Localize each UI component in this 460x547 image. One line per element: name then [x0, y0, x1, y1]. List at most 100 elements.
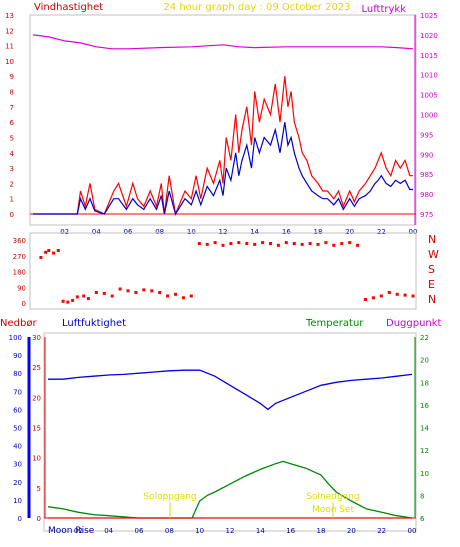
- humidity-tick: 20: [32, 394, 41, 402]
- wind-direction-point: [166, 294, 170, 298]
- wind-speed-tick: 2: [10, 180, 14, 188]
- wind-direction-point: [276, 243, 280, 247]
- wind-hour-tick: 22: [377, 228, 386, 236]
- wind-direction-point: [52, 251, 56, 255]
- wind-hour-tick: 20: [345, 228, 354, 236]
- wind-hour-tick: 08: [155, 228, 164, 236]
- wind-direction-point: [356, 243, 360, 247]
- humidity-line: [48, 369, 413, 411]
- wind-panel-border: [29, 14, 417, 226]
- pressure-tick: 980: [420, 191, 433, 199]
- lower-hour-tick: 16: [286, 527, 295, 535]
- wind-speed-tick: 1: [10, 196, 14, 204]
- precipitation-tick: 0: [18, 515, 22, 523]
- wind-speed-tick: 4: [10, 150, 15, 158]
- wind-direction-point: [126, 289, 130, 293]
- direction-degree-ticks: 0 90 180 270 360: [13, 237, 26, 308]
- humidity-tick: 25: [32, 364, 41, 372]
- wind-direction-point: [118, 287, 122, 291]
- wind-direction-point: [316, 242, 320, 246]
- wind-direction-point: [364, 298, 367, 301]
- humidity-ticks: 0 5 10 15 20 25 30: [32, 334, 41, 523]
- moon-set-label: Moon Set: [312, 505, 355, 515]
- wind-direction-point: [86, 297, 90, 301]
- wind-direction-point: [292, 242, 296, 245]
- temperature-ticks: 6 8 10 12 14 16 18 20 22: [420, 334, 429, 523]
- lower-hour-tick: 02: [74, 527, 83, 535]
- wind-direction-point: [332, 243, 336, 247]
- wind-direction-point: [174, 292, 177, 296]
- wind-direction-point: [229, 242, 233, 245]
- wind-direction-point: [150, 289, 154, 293]
- wind-direction-point: [340, 242, 344, 245]
- precipitation-tick: 40: [13, 443, 22, 451]
- wind-direction-point: [221, 243, 225, 247]
- wind-direction-point: [158, 291, 162, 294]
- pressure-label: Lufttrykk: [361, 4, 406, 15]
- wind-direction-point: [189, 294, 193, 298]
- lower-hour-tick: 08: [165, 527, 174, 535]
- wind-direction-point: [44, 250, 48, 254]
- pressure-tick: 1005: [420, 92, 438, 100]
- wind-hour-tick: 14: [250, 228, 259, 236]
- precipitation-tick: 20: [13, 479, 22, 487]
- compass-label: N: [428, 233, 436, 246]
- wind-direction-point: [245, 242, 249, 245]
- pressure-tick: 975: [420, 211, 433, 219]
- wind-direction-point: [66, 300, 70, 304]
- direction-degree-tick: 360: [13, 237, 26, 245]
- sunrise-label: Soloppgang: [143, 492, 196, 502]
- wind-speed-label: Vindhastighet: [34, 2, 103, 13]
- wind-speed-tick: 3: [10, 165, 14, 173]
- wind-hour-tick: 10: [187, 228, 196, 236]
- wind-hour-tick: 00: [409, 228, 418, 236]
- lower-hour-tick: 12: [226, 527, 235, 535]
- wind-avg-line: [33, 122, 413, 216]
- wind-direction-point: [71, 298, 75, 302]
- pressure-tick: 1025: [420, 12, 438, 20]
- wind-direction-point: [181, 296, 185, 300]
- precipitation-tick: 50: [13, 425, 22, 433]
- temperature-tick: 16: [420, 402, 429, 410]
- wind-direction-point: [39, 256, 43, 259]
- wind-direction-point: [197, 242, 201, 245]
- lower-hour-tick: 06: [135, 527, 144, 535]
- wind-direction-point: [142, 288, 146, 292]
- wind-direction-point: [47, 249, 51, 252]
- direction-degree-tick: 270: [13, 253, 26, 261]
- wind-hour-tick: 18: [314, 228, 323, 236]
- wind-speed-tick: 5: [10, 134, 14, 142]
- wind-direction-point: [403, 293, 407, 297]
- wind-hour-tick: 06: [124, 228, 133, 236]
- lower-hour-tick: 20: [347, 527, 356, 535]
- pressure-tick: 995: [420, 131, 433, 139]
- lower-hour-tick: 14: [256, 527, 265, 535]
- lower-series-group: [47, 369, 413, 519]
- pressure-tick: 990: [420, 151, 433, 159]
- temperature-tick: 10: [420, 470, 429, 478]
- temperature-tick: 8: [420, 492, 424, 500]
- graph-title: 24 hour graph day : 09 October 2023: [163, 2, 350, 13]
- lower-hour-tick: 04: [104, 527, 113, 535]
- wind-hour-tick: 12: [219, 228, 228, 236]
- wind-direction-points: [39, 241, 415, 304]
- humidity-label: Luftfuktighet: [62, 318, 126, 329]
- precipitation-tick: 70: [13, 388, 22, 396]
- wind-direction-point: [253, 242, 257, 246]
- temperature-label: Temperatur: [305, 318, 364, 329]
- wind-direction-point: [324, 241, 328, 245]
- compass-label: S: [428, 263, 435, 276]
- compass-label: N: [428, 293, 436, 306]
- dewpoint-label: Duggpunkt: [386, 318, 442, 329]
- temperature-line: [47, 460, 413, 519]
- temperature-tick: 14: [420, 425, 429, 433]
- pressure-ticks: 975 980 985 990 995 1000 1005 1010 1015 1020 1025: [420, 12, 438, 219]
- wind-hour-tick: 02: [60, 228, 69, 236]
- precipitation-ticks: 0 10 20 30 40 50 60 70 80 90 100: [9, 334, 22, 523]
- wind-speed-tick: 7: [10, 104, 14, 112]
- wind-direction-point: [237, 241, 241, 245]
- direction-degree-tick: 180: [13, 269, 26, 277]
